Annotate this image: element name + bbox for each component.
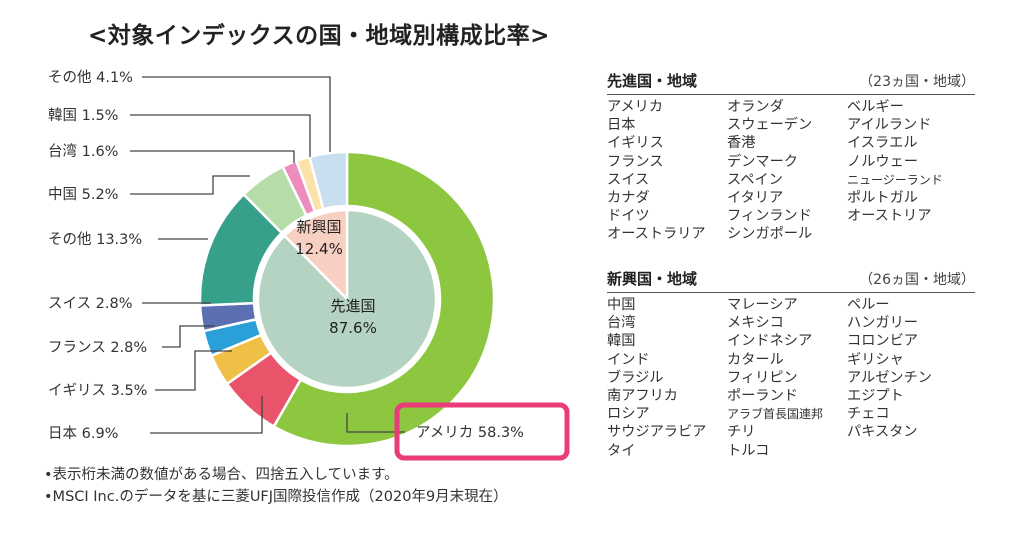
label-leaders: [130, 76, 405, 434]
country-item: フランス: [607, 153, 664, 170]
country-item: オーストラリア: [607, 226, 706, 243]
country-item: ペルー: [847, 297, 890, 313]
country-item: マレーシア: [727, 297, 798, 313]
country-item: ポルトガル: [847, 190, 918, 207]
outer-ring: [198, 150, 496, 448]
slice-label: イギリス 3.5%: [48, 382, 147, 399]
country-item: スイス: [607, 171, 650, 188]
country-item: 韓国: [607, 333, 636, 350]
country-column: 中国台湾 韓国 インド ブラジル南アフリカ ロシア サウジアラビア タイ: [607, 296, 727, 460]
leader-line: [162, 325, 215, 348]
country-item: アメリカ: [607, 99, 664, 115]
country-column: アメリカ日本 イギリス フランス スイスカナダ ドイツ オーストラリア: [607, 98, 727, 244]
developed-title: 先進国・地域: [607, 72, 698, 90]
country-item: デンマーク: [727, 153, 798, 170]
slice-label: アメリカ 58.3%: [416, 425, 524, 441]
country-item: ニュージーランド: [847, 172, 943, 187]
country-item: イギリス: [607, 135, 664, 152]
inner-pie: [256, 208, 438, 390]
country-column: ベルギーアイルランド イスラエル ノルウェーニュージーランド ポルトガル オーストリア: [847, 98, 967, 244]
country-item: パキスタン: [847, 424, 918, 441]
country-column: マレーシアメキシコ インドネシア カタール フィリピンポーランドアラブ首長国連邦 チリト…: [727, 296, 847, 460]
country-item: スウェーデン: [727, 117, 813, 134]
chart-title: <対象インデックスの国・地域別構成比率>: [88, 23, 550, 49]
footnote: •表示桁未満の数値がある場合、四捨五入しています。: [44, 467, 399, 483]
slice-label: 韓国 1.5%: [48, 107, 118, 124]
slice-labels: 先進国 87.6% 新興国 12.4% アメリカ 58.3% 日本 6.9% イギリス 3.…: [48, 69, 524, 442]
country-item: アルゼンチン: [847, 369, 932, 386]
leader-line: [130, 150, 295, 163]
country-item: スペイン: [727, 171, 783, 188]
slice-label: その他 13.3%: [48, 231, 142, 248]
inner-value-label: 87.6%: [329, 319, 377, 337]
country-item: ロシア: [607, 406, 650, 423]
country-item: イスラエル: [847, 135, 918, 152]
emerging-count: （26ヵ国・地域）: [859, 272, 975, 288]
leader-line: [346, 413, 405, 433]
country-item: チェコ: [847, 406, 890, 423]
emerging-columns: 中国 台湾 韓国 インド ブラジル 南アフリカ ロシア サウジアラビア タイ マレーシア メキシコイ…: [607, 296, 975, 460]
outer-slice: [308, 150, 349, 211]
country-item: アラブ首長国連邦: [727, 407, 824, 422]
leader-line: [150, 396, 263, 434]
country-item: フィンランド: [727, 208, 812, 225]
footnote: •MSCI Inc.のデータを基に三菱UFJ国際投信作成（2020年9月末現在）: [44, 489, 508, 505]
country-item: フィリピン: [727, 369, 798, 386]
country-item: 台湾: [607, 315, 636, 332]
country-item: エジプト: [847, 388, 904, 405]
country-column: ペルーハンガリー コロンビア ギリシャ アルゼンチン エジプト チェコ パキスタン: [847, 296, 967, 460]
slice-label: スイス 2.8%: [48, 296, 133, 312]
country-item: メキシコ: [727, 315, 784, 332]
country-item: インド: [607, 351, 650, 368]
country-column: オランダスウェーデン 香港 デンマーク スペインイタリア フィンランド シンガポール: [727, 98, 847, 244]
leader-line: [155, 350, 232, 391]
country-item: アイルランド: [847, 117, 932, 134]
country-item: ドイツ: [607, 208, 650, 225]
country-item: サウジアラビア: [607, 424, 707, 441]
country-item: ノルウェー: [847, 153, 918, 170]
leader-line: [130, 114, 311, 157]
developed-list: 先進国・地域 （23ヵ国・地域） アメリカ日本 イギリス フランス スイスカナダ ドイツ…: [607, 70, 975, 244]
country-item: ハンガリー: [847, 315, 918, 332]
country-item: ベルギー: [847, 99, 904, 115]
country-item: 南アフリカ: [607, 388, 678, 405]
developed-count: （23ヵ国・地域）: [859, 74, 975, 90]
emerging-title: 新興国・地域: [607, 270, 698, 288]
slice-label: 日本 6.9%: [48, 425, 118, 442]
country-item: シンガポール: [727, 226, 813, 243]
country-item: 香港: [727, 135, 756, 152]
country-item: チリ: [727, 424, 756, 441]
country-item: イタリア: [727, 190, 784, 207]
country-item: タイ: [607, 442, 636, 459]
slice-label: 中国 5.2%: [48, 186, 118, 203]
country-item: オーストリア: [847, 208, 932, 225]
country-item: ギリシャ: [847, 351, 904, 368]
highlight-box: [394, 402, 570, 461]
inner-value-label: 12.4%: [295, 240, 343, 258]
inner-slice: [282, 208, 349, 303]
country-item: ブラジル: [607, 369, 664, 386]
country-item: インドネシア: [727, 333, 813, 350]
emerging-list: 新興国・地域 （26ヵ国・地域） 中国台湾 韓国 インド ブラジル南アフリカ ロシア サウ…: [607, 268, 975, 460]
country-item: カタール: [727, 351, 784, 368]
slice-label: フランス 2.8%: [48, 340, 147, 356]
country-item: 中国: [607, 297, 636, 313]
leader-line: [130, 175, 250, 195]
inner-name-label: 新興国: [296, 218, 341, 236]
slice-label: 台湾 1.6%: [48, 143, 118, 160]
footnotes: •表示桁未満の数値がある場合、四捨五入しています。 •MSCI Inc.のデータ…: [44, 464, 508, 508]
country-item: ポーランド: [727, 388, 798, 405]
developed-columns: アメリカ 日本 イギリス フランス スイス カナダ ドイツ オーストラリア オランダ スウェーデン…: [607, 98, 975, 244]
outer-slice: [272, 150, 496, 448]
inner-name-label: 先進国: [330, 297, 375, 315]
country-item: カナダ: [607, 190, 650, 207]
leader-line: [142, 76, 331, 152]
country-item: 日本: [607, 117, 636, 134]
slice-label: その他 4.1%: [48, 69, 133, 86]
country-item: コロンビア: [847, 333, 918, 350]
country-item: トルコ: [727, 442, 770, 459]
country-item: オランダ: [727, 99, 784, 115]
